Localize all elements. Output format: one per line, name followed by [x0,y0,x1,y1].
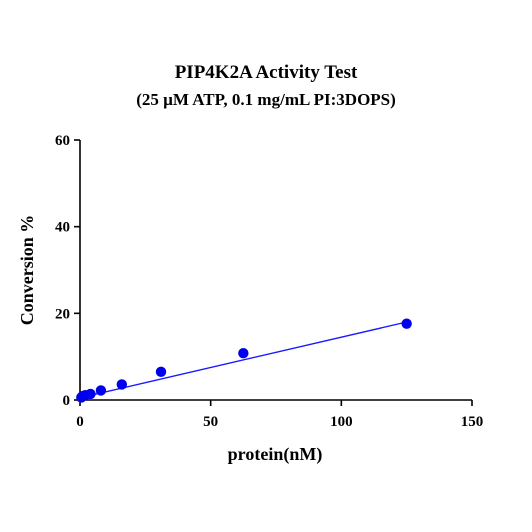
y-tick-label: 40 [55,220,70,236]
data-point [401,318,412,329]
data-points [76,318,412,403]
data-point [95,385,107,396]
x-tick-label: 100 [330,414,353,430]
fit-line [79,321,407,399]
chart-title: PIP4K2A Activity Test [175,62,358,83]
data-point [116,379,128,390]
y-tick-label: 60 [55,133,70,149]
x-axis-label: protein(nM) [228,444,323,465]
data-point [85,388,96,400]
fit-line-group [79,321,407,399]
x-tick-label: 50 [203,414,218,430]
data-point [155,366,167,378]
y-axis-label: Conversion % [17,215,37,326]
axes: 0 50 100 150 0 20 40 60 [55,133,483,430]
x-tick-label: 0 [76,414,84,430]
y-tick-label: 0 [63,393,71,409]
x-tick-label: 150 [461,414,484,430]
chart-subtitle: (25 µM ATP, 0.1 mg/mL PI:3DOPS) [136,90,396,109]
y-tick-label: 20 [55,306,70,322]
data-point [238,348,249,359]
